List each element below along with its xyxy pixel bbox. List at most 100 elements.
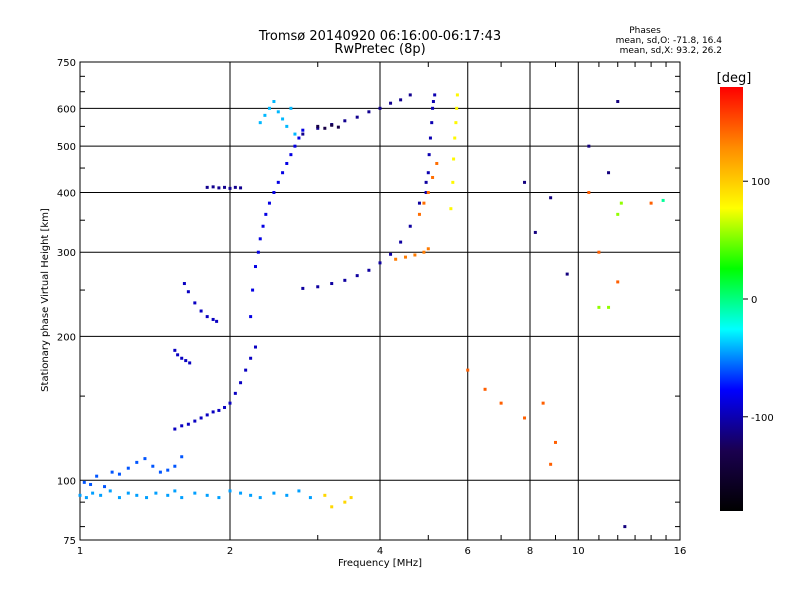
y-tick-label: 300 <box>57 248 76 259</box>
data-point <box>424 180 428 184</box>
data-point <box>223 405 227 409</box>
data-point <box>249 356 253 360</box>
data-point <box>533 230 537 234</box>
x-tick-label: 4 <box>377 546 383 557</box>
x-tick-label: 1 <box>77 546 83 557</box>
x-tick-label: 6 <box>465 546 471 557</box>
data-point <box>154 491 158 495</box>
data-point <box>330 123 334 127</box>
data-point <box>249 493 253 497</box>
data-point <box>249 315 253 319</box>
data-point <box>186 422 190 426</box>
data-point <box>424 190 428 194</box>
data-point <box>378 106 382 110</box>
data-point <box>422 250 426 254</box>
data-point <box>523 180 527 184</box>
data-point <box>182 282 186 286</box>
data-point <box>99 493 103 497</box>
y-axis-label: Stationary phase Virtual Height [km] <box>40 208 51 392</box>
data-point <box>217 408 221 412</box>
data-point <box>117 496 121 500</box>
data-point <box>301 128 305 132</box>
y-tick-label: 75 <box>63 536 76 547</box>
data-point <box>276 180 280 184</box>
data-point <box>95 474 99 478</box>
data-point <box>343 278 347 282</box>
data-point <box>267 106 271 110</box>
x-axis-label: Frequency [MHz] <box>338 558 422 569</box>
data-point <box>263 113 267 117</box>
data-point <box>378 261 382 265</box>
data-point <box>78 493 82 497</box>
data-point <box>619 201 623 205</box>
data-point <box>173 489 177 493</box>
data-point <box>217 186 221 190</box>
data-point <box>166 493 170 497</box>
colorbar-label: [deg] <box>717 71 752 86</box>
data-point <box>264 212 268 216</box>
data-point <box>330 505 334 509</box>
data-point <box>301 132 305 136</box>
data-point <box>399 240 403 244</box>
data-point <box>343 500 347 504</box>
data-point <box>408 224 412 228</box>
data-point <box>623 525 627 529</box>
data-point <box>452 157 456 161</box>
data-point <box>108 489 112 493</box>
data-point <box>483 387 487 391</box>
data-point <box>239 491 243 495</box>
colorbar-tick-label: -100 <box>751 413 774 424</box>
data-point <box>330 282 334 286</box>
y-tick-label: 200 <box>57 332 76 343</box>
data-point <box>549 462 553 466</box>
data-point <box>228 401 232 405</box>
data-point <box>316 285 320 289</box>
data-point <box>289 106 293 110</box>
colorbar <box>720 87 743 511</box>
data-point <box>251 288 255 292</box>
data-point <box>435 161 439 165</box>
data-point <box>587 190 591 194</box>
data-point <box>258 496 262 500</box>
stats-line-x: mean, sd,X: 93.2, 26.2 <box>620 46 722 56</box>
data-point <box>233 185 237 189</box>
x-tick-label: 8 <box>527 546 533 557</box>
data-point <box>541 401 545 405</box>
data-point <box>199 416 203 420</box>
data-point <box>466 368 470 372</box>
data-point <box>126 466 130 470</box>
data-point <box>143 457 147 461</box>
data-point <box>308 496 312 500</box>
data-point <box>433 93 437 97</box>
data-point <box>253 345 257 349</box>
data-point <box>661 198 665 202</box>
data-point <box>276 110 280 114</box>
data-point <box>117 472 121 476</box>
data-point <box>233 391 237 395</box>
chart-title: Tromsø 20140920 06:16:00-06:17:43 <box>258 29 501 44</box>
data-point <box>389 252 393 256</box>
data-point <box>239 186 243 190</box>
data-point <box>244 368 248 372</box>
data-point <box>422 201 426 205</box>
y-tick-label: 400 <box>57 188 76 199</box>
data-point <box>281 171 285 175</box>
data-point <box>281 117 285 121</box>
data-point <box>316 124 320 128</box>
data-point <box>316 126 320 130</box>
data-point <box>151 464 155 468</box>
data-point <box>193 301 197 305</box>
data-point <box>180 424 184 428</box>
data-point <box>431 175 435 179</box>
data-point <box>549 196 553 200</box>
data-point <box>272 491 276 495</box>
data-point <box>103 485 107 489</box>
data-point <box>449 207 453 211</box>
data-point <box>336 125 340 129</box>
data-point <box>367 110 371 114</box>
data-point <box>258 121 262 125</box>
data-point <box>349 496 353 500</box>
data-point <box>367 268 371 272</box>
data-point <box>188 361 192 365</box>
data-point <box>258 237 262 241</box>
